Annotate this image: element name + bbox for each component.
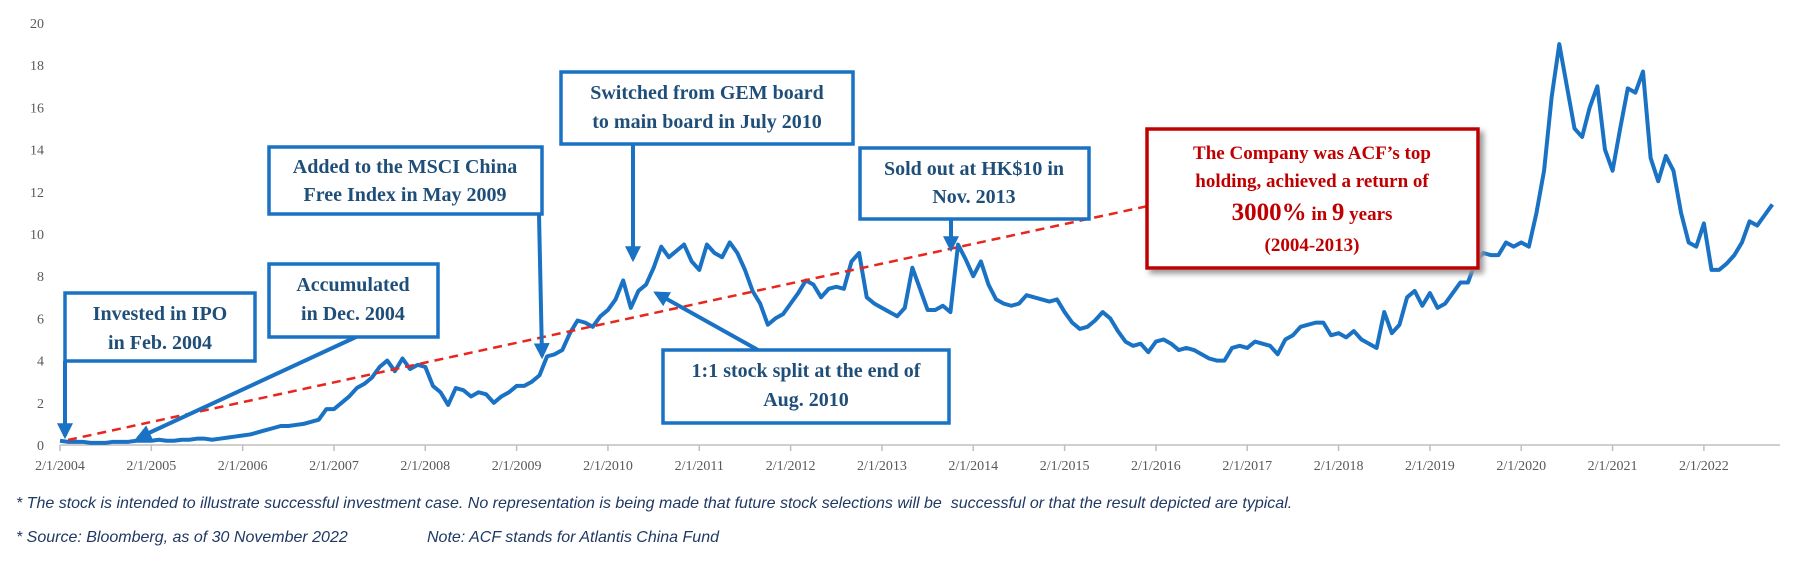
annotation-box: [661, 348, 951, 425]
annotation-text: Nov. 2013: [932, 186, 1015, 208]
x-tick-label: 2/1/2014: [948, 459, 998, 474]
y-tick-label: 8: [37, 270, 44, 285]
highlight-text: The Company was ACF’s top: [1193, 143, 1431, 164]
plot-area: 0 2 4 6 8 10 12 14 16 18 20 2/1/2004 2/1/2005 2/1/200…: [30, 17, 1780, 474]
highlight-text: holding, achieved a return of: [1195, 171, 1429, 192]
footnote: * The stock is intended to illustrate su…: [16, 495, 1292, 512]
annotation-text: Switched from GEM board: [590, 82, 824, 104]
arrow: [533, 213, 550, 360]
x-tick-label: 2/1/2021: [1588, 459, 1638, 474]
arrow: [653, 291, 759, 352]
annotation-box: [267, 145, 544, 216]
y-tick-label: 20: [30, 17, 44, 32]
highlight-text: 3000% in 9 years: [1232, 199, 1393, 226]
annotation-text: Sold out at HK$10 in: [884, 158, 1064, 180]
annotations: Invested in IPO in Feb. 2004 Accumulated…: [57, 70, 1480, 440]
annotation-text: to main board in July 2010: [592, 111, 821, 133]
annotation-text: Accumulated: [296, 274, 409, 296]
y-tick-label: 2: [37, 397, 44, 412]
x-tick-label: 2/1/2022: [1679, 459, 1729, 474]
y-tick-label: 0: [37, 439, 44, 454]
x-tick-label: 2/1/2005: [126, 459, 176, 474]
y-tick-label: 10: [30, 228, 44, 243]
y-tick-label: 4: [37, 355, 44, 370]
x-tick-label: 2/1/2020: [1496, 459, 1546, 474]
x-tick-label: 2/1/2018: [1314, 459, 1364, 474]
x-tick-label: 2/1/2010: [583, 459, 633, 474]
x-tick-label: 2/1/2012: [766, 459, 816, 474]
y-tick-label: 18: [30, 59, 44, 74]
x-tick-label: 2/1/2017: [1222, 459, 1272, 474]
annotation-box: [63, 291, 257, 363]
annotation-text: Invested in IPO: [93, 303, 227, 325]
annotation-text: Added to the MSCI China: [293, 156, 517, 178]
highlight-text: in: [1307, 204, 1332, 225]
annotation-text: Free Index in May 2009: [304, 184, 507, 206]
annotation-box: [858, 146, 1091, 221]
arrow: [135, 335, 357, 440]
highlight-big: 3000%: [1232, 199, 1307, 226]
highlight-big: 9: [1332, 199, 1345, 226]
x-tick-label: 2/1/2013: [857, 459, 907, 474]
x-tick-label: 2/1/2016: [1131, 459, 1181, 474]
x-tick-label: 2/1/2006: [218, 459, 268, 474]
y-tick-label: 16: [30, 101, 44, 116]
footnote: * Source: Bloomberg, as of 30 November 2…: [16, 529, 348, 546]
y-tick-label: 12: [30, 186, 44, 201]
x-tick-label: 2/1/2004: [35, 459, 85, 474]
x-tick-label: 2/1/2008: [400, 459, 450, 474]
y-tick-label: 14: [30, 144, 44, 159]
highlight-box: [1145, 127, 1480, 270]
annotation-text: Aug. 2010: [763, 389, 849, 411]
x-tick-label: 2/1/2011: [675, 459, 724, 474]
trend-line: [67, 204, 1149, 442]
annotation-text: in Feb. 2004: [108, 332, 212, 354]
footnote: Note: ACF stands for Atlantis China Fund: [427, 529, 720, 546]
annotation-box: [559, 70, 855, 146]
y-tick-label: 6: [37, 312, 44, 327]
highlight-text: (2004-2013): [1265, 235, 1360, 256]
annotation-text: in Dec. 2004: [301, 303, 405, 325]
x-tick-label: 2/1/2009: [492, 459, 542, 474]
price-line: [59, 42, 1775, 445]
annotation-box: [267, 262, 440, 339]
x-tick-label: 2/1/2007: [309, 459, 359, 474]
annotation-text: 1:1 stock split at the end of: [692, 360, 921, 382]
highlight-text: years: [1344, 204, 1392, 225]
x-tick-label: 2/1/2015: [1040, 459, 1090, 474]
x-tick-label: 2/1/2019: [1405, 459, 1455, 474]
